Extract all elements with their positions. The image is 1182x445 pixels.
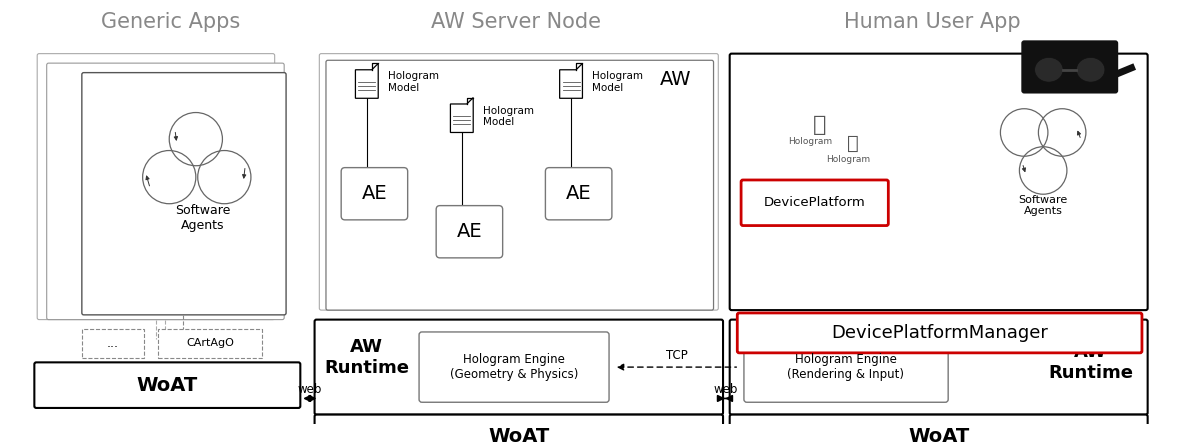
FancyBboxPatch shape xyxy=(729,320,1148,415)
Text: WoAT: WoAT xyxy=(137,376,197,395)
FancyBboxPatch shape xyxy=(729,54,1148,310)
Text: TCP: TCP xyxy=(665,349,688,362)
Text: Software
Agents: Software Agents xyxy=(1019,195,1067,216)
Text: DevicePlatform: DevicePlatform xyxy=(764,196,865,209)
Polygon shape xyxy=(559,63,583,98)
FancyBboxPatch shape xyxy=(545,168,612,220)
FancyBboxPatch shape xyxy=(326,60,714,310)
Text: AW
Runtime: AW Runtime xyxy=(1048,343,1134,382)
Text: Hologram: Hologram xyxy=(788,138,832,146)
Text: Hologram
Model: Hologram Model xyxy=(388,71,439,93)
Text: ⎈: ⎈ xyxy=(847,134,859,154)
FancyBboxPatch shape xyxy=(738,313,1142,353)
Text: ...: ... xyxy=(106,337,118,350)
FancyBboxPatch shape xyxy=(743,332,948,402)
FancyBboxPatch shape xyxy=(319,54,719,310)
Text: AE: AE xyxy=(362,184,388,203)
Text: DevicePlatformManager: DevicePlatformManager xyxy=(831,324,1048,342)
FancyBboxPatch shape xyxy=(342,168,408,220)
Text: Hologram
Model: Hologram Model xyxy=(482,105,534,127)
Text: WoAT: WoAT xyxy=(908,427,969,445)
FancyBboxPatch shape xyxy=(37,54,274,320)
FancyBboxPatch shape xyxy=(82,329,143,358)
FancyBboxPatch shape xyxy=(82,73,286,315)
FancyBboxPatch shape xyxy=(47,63,284,320)
Text: Hologram: Hologram xyxy=(826,154,870,164)
Text: Human User App: Human User App xyxy=(844,12,1020,32)
FancyBboxPatch shape xyxy=(436,206,502,258)
FancyBboxPatch shape xyxy=(741,180,889,226)
FancyBboxPatch shape xyxy=(158,329,262,358)
Text: Software
Agents: Software Agents xyxy=(175,204,230,232)
Polygon shape xyxy=(356,63,378,98)
FancyBboxPatch shape xyxy=(729,415,1148,445)
Text: AW: AW xyxy=(661,70,691,89)
FancyBboxPatch shape xyxy=(420,332,609,402)
FancyBboxPatch shape xyxy=(34,362,300,408)
FancyBboxPatch shape xyxy=(1021,40,1118,93)
Text: Hologram Engine
(Geometry & Physics): Hologram Engine (Geometry & Physics) xyxy=(450,353,578,381)
Text: Generic Apps: Generic Apps xyxy=(100,12,240,32)
Text: CArtAgO: CArtAgO xyxy=(186,338,234,348)
Text: Hologram
Model: Hologram Model xyxy=(592,71,643,93)
Text: web: web xyxy=(714,384,738,396)
Text: AE: AE xyxy=(456,222,482,241)
Ellipse shape xyxy=(1034,57,1063,82)
Text: AE: AE xyxy=(566,184,591,203)
Text: WoAT: WoAT xyxy=(488,427,550,445)
Text: AW Server Node: AW Server Node xyxy=(431,12,600,32)
Text: AW
Runtime: AW Runtime xyxy=(324,338,409,377)
FancyBboxPatch shape xyxy=(314,320,723,415)
Polygon shape xyxy=(450,97,473,133)
Ellipse shape xyxy=(1077,57,1105,82)
FancyBboxPatch shape xyxy=(314,415,723,445)
Text: web: web xyxy=(298,384,322,396)
Text: ⎈: ⎈ xyxy=(813,115,826,135)
Text: Hologram Engine
(Rendering & Input): Hologram Engine (Rendering & Input) xyxy=(787,353,904,381)
